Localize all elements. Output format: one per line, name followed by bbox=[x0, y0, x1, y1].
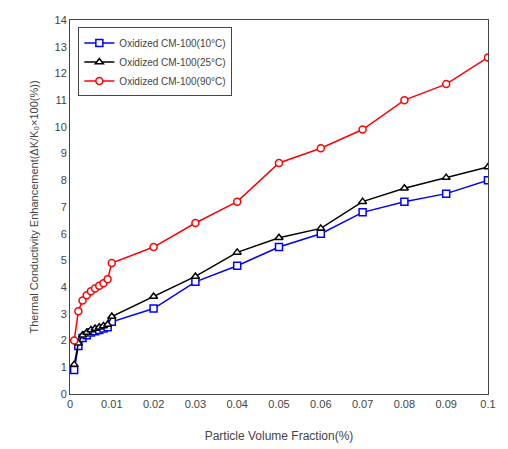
svg-text:7: 7 bbox=[61, 201, 67, 213]
svg-text:Thermal Conductivity Enhanceme: Thermal Conductivity Enhancement(ΔK/K₀×1… bbox=[28, 80, 40, 333]
svg-text:0.06: 0.06 bbox=[310, 398, 331, 410]
svg-text:4: 4 bbox=[61, 281, 67, 293]
svg-text:0: 0 bbox=[61, 388, 67, 400]
svg-text:10: 10 bbox=[55, 121, 67, 133]
svg-text:0.03: 0.03 bbox=[185, 398, 206, 410]
svg-text:0.04: 0.04 bbox=[226, 398, 247, 410]
svg-text:1: 1 bbox=[61, 361, 67, 373]
svg-text:0.07: 0.07 bbox=[352, 398, 373, 410]
svg-text:0.09: 0.09 bbox=[435, 398, 456, 410]
svg-text:0.08: 0.08 bbox=[394, 398, 415, 410]
svg-text:Particle Volume Fraction(%): Particle Volume Fraction(%) bbox=[205, 429, 354, 443]
svg-text:Oxidized CM-100(10°C): Oxidized CM-100(10°C) bbox=[119, 38, 225, 49]
svg-text:2: 2 bbox=[61, 334, 67, 346]
svg-text:Oxidized CM-100(25°C): Oxidized CM-100(25°C) bbox=[119, 57, 225, 68]
svg-text:6: 6 bbox=[61, 228, 67, 240]
svg-text:13: 13 bbox=[55, 41, 67, 53]
svg-text:0.05: 0.05 bbox=[268, 398, 289, 410]
svg-text:9: 9 bbox=[61, 147, 67, 159]
svg-text:0.1: 0.1 bbox=[480, 398, 495, 410]
svg-text:8: 8 bbox=[61, 174, 67, 186]
svg-text:3: 3 bbox=[61, 308, 67, 320]
svg-text:Oxidized CM-100(90°C): Oxidized CM-100(90°C) bbox=[119, 76, 225, 87]
svg-text:0: 0 bbox=[67, 398, 73, 410]
svg-text:14: 14 bbox=[55, 14, 67, 26]
svg-text:0.01: 0.01 bbox=[101, 398, 122, 410]
svg-text:11: 11 bbox=[55, 94, 66, 106]
svg-text:0.02: 0.02 bbox=[143, 398, 164, 410]
svg-text:5: 5 bbox=[61, 254, 67, 266]
svg-text:12: 12 bbox=[55, 67, 67, 79]
